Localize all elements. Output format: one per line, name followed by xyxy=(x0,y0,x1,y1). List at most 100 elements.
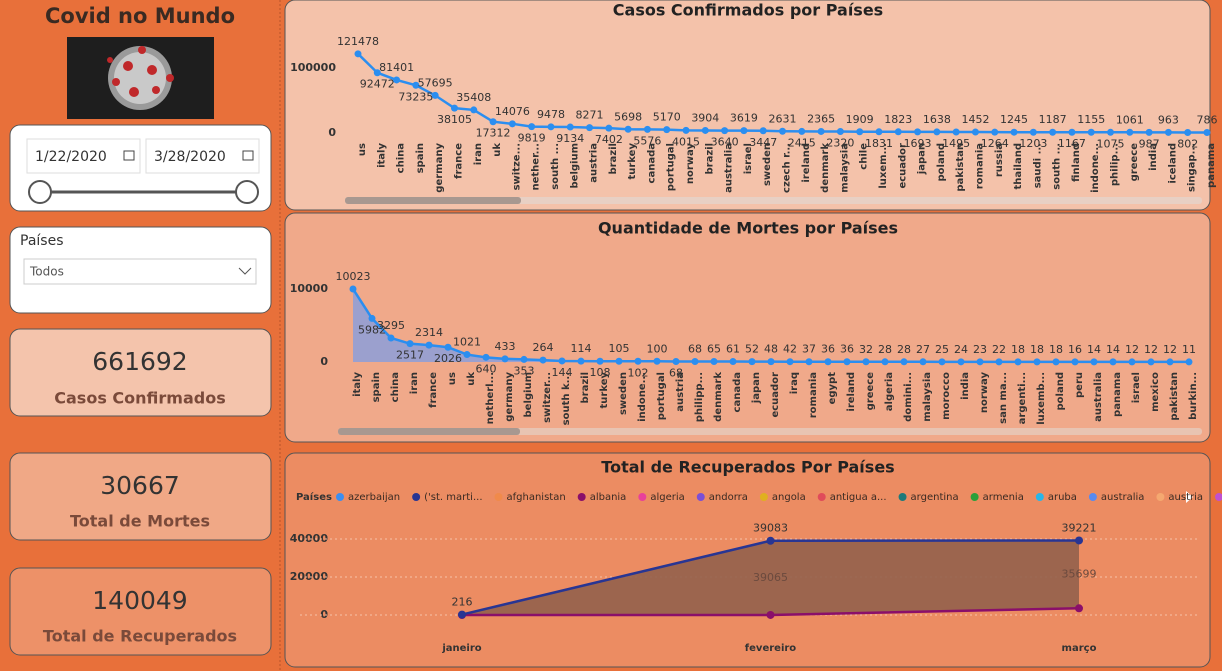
point xyxy=(875,128,883,136)
point xyxy=(596,357,604,365)
point xyxy=(900,358,908,366)
data-label: 114 xyxy=(571,342,592,355)
start-date-input[interactable] xyxy=(26,138,141,174)
x-tick-label: us xyxy=(357,143,368,156)
data-label: 102 xyxy=(628,366,649,379)
point xyxy=(489,118,497,126)
scrollbar-thumb[interactable] xyxy=(345,197,521,204)
x-tick-label: portugal xyxy=(656,372,667,420)
x-tick-label: finland xyxy=(1071,143,1082,182)
point xyxy=(1128,358,1136,366)
data-label: 65 xyxy=(707,343,721,356)
data-label: 14 xyxy=(1087,343,1101,356)
data-label: 27 xyxy=(916,343,930,356)
x-tick-label: burkin... xyxy=(1188,372,1199,420)
data-label: 11 xyxy=(1182,343,1196,356)
filter-label: Países xyxy=(20,233,63,249)
point xyxy=(798,127,806,135)
legend-label: albania xyxy=(590,492,627,503)
kpi-value: 140049 xyxy=(92,586,187,615)
end-date: 3/28/2020 xyxy=(154,149,226,165)
legend-marker xyxy=(336,493,344,501)
x-tick-label: domini... xyxy=(903,372,914,422)
data-label: 5170 xyxy=(653,111,681,124)
point xyxy=(393,76,401,84)
total-label: 39221 xyxy=(1062,521,1097,534)
point xyxy=(1075,536,1083,545)
point xyxy=(501,355,509,363)
data-label: 3904 xyxy=(691,111,719,124)
x-tick-label: uk xyxy=(492,143,503,157)
legend-marker xyxy=(1035,493,1044,501)
x-tick-label: panama xyxy=(1112,372,1123,417)
data-label: 3295 xyxy=(377,319,405,332)
point xyxy=(1052,358,1060,366)
y-tick-label: 40000 xyxy=(290,532,329,545)
point xyxy=(1145,128,1153,136)
point xyxy=(482,353,490,361)
data-label: 2365 xyxy=(807,112,835,125)
data-label: 37 xyxy=(802,343,816,356)
data-label: 52 xyxy=(745,343,759,356)
point xyxy=(843,358,851,366)
calendar-icon[interactable] xyxy=(123,150,135,161)
end-date-input[interactable] xyxy=(145,138,260,174)
data-label: 105 xyxy=(609,342,630,355)
point xyxy=(539,356,547,364)
point xyxy=(824,358,832,366)
x-tick-label: sweden xyxy=(618,372,629,415)
x-tick-label: norway xyxy=(685,143,696,185)
data-label: 1021 xyxy=(453,336,481,349)
scrollbar[interactable] xyxy=(345,197,1202,204)
x-tick-label: australia xyxy=(1093,372,1104,422)
point xyxy=(634,357,642,365)
data-label: 1452 xyxy=(961,113,989,126)
legend-label: austria xyxy=(1168,492,1203,503)
scrollbar[interactable] xyxy=(338,428,1202,435)
x-tick-label: luxem... xyxy=(878,143,889,189)
x-tick-label: south ... xyxy=(1052,143,1063,190)
data-label: 28 xyxy=(878,343,892,356)
x-tick-label: norway xyxy=(979,372,990,414)
kpi-card: 140049 Total de Recuperados xyxy=(9,567,272,656)
data-label: 121478 xyxy=(337,35,379,48)
x-tick-label: japan xyxy=(751,372,762,404)
x-tick-label: belgium xyxy=(569,143,580,189)
data-label: 963 xyxy=(1158,113,1179,126)
data-label: 42 xyxy=(783,343,797,356)
point xyxy=(444,343,452,351)
chart-panel xyxy=(284,0,1211,211)
data-label: 68 xyxy=(669,367,683,380)
data-label: 264 xyxy=(533,341,554,354)
point xyxy=(1071,358,1079,366)
point xyxy=(425,341,433,349)
data-label: 4015 xyxy=(672,135,700,148)
data-label: 3640 xyxy=(711,136,739,149)
point xyxy=(766,610,775,619)
data-label: 18 xyxy=(1049,343,1063,356)
point xyxy=(412,81,420,89)
data-label: 25 xyxy=(935,343,949,356)
legend-marker xyxy=(696,493,705,501)
kpi-value: 30667 xyxy=(100,471,180,500)
data-label: 144 xyxy=(552,366,573,379)
x-tick-label: south ... xyxy=(550,143,561,190)
point xyxy=(976,358,984,366)
data-label: 5698 xyxy=(614,110,642,123)
data-label: 35408 xyxy=(456,91,491,104)
dropdown[interactable] xyxy=(23,258,257,285)
slider-handle[interactable] xyxy=(235,180,259,204)
slider-handle[interactable] xyxy=(28,180,52,204)
x-tick-label: denmark xyxy=(820,143,831,193)
legend-label: armenia xyxy=(983,492,1024,503)
calendar-icon[interactable] xyxy=(242,150,254,161)
scrollbar-thumb[interactable] xyxy=(338,428,520,435)
data-label: 10023 xyxy=(336,270,371,283)
point xyxy=(450,104,458,112)
data-label: 1167 xyxy=(1058,137,1086,150)
data-label: 433 xyxy=(495,340,516,353)
point xyxy=(1184,128,1192,136)
legend-next-arrow[interactable] xyxy=(1186,491,1193,503)
dropdown-arrow[interactable] xyxy=(238,267,252,275)
point xyxy=(914,128,922,136)
